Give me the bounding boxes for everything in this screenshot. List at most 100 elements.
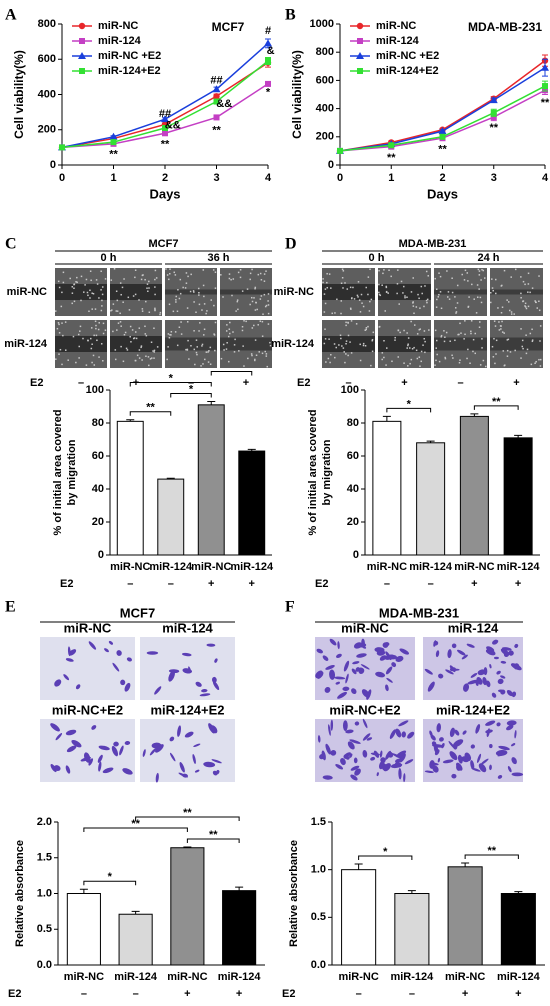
texture [261, 320, 264, 323]
x-tick-label: 2 [162, 172, 168, 184]
row-label: miR-124 [4, 338, 48, 350]
annotation: ## [210, 74, 222, 86]
marker [78, 52, 86, 59]
texture [333, 343, 336, 345]
y-tick-label: 100 [341, 384, 359, 396]
significance-bracket [210, 371, 253, 376]
texture [264, 350, 266, 353]
texture [445, 331, 448, 334]
annotation: ## [159, 108, 171, 120]
texture [371, 339, 374, 342]
texture [527, 283, 530, 285]
texture [423, 330, 426, 332]
texture [267, 323, 270, 325]
texture [369, 268, 371, 271]
cell [333, 676, 346, 680]
texture [154, 307, 156, 310]
texture [326, 286, 329, 289]
annotation: ** [109, 148, 118, 160]
texture [225, 348, 228, 350]
row-label: miR-124 [271, 338, 315, 350]
texture [534, 362, 536, 365]
error-bar [461, 862, 470, 867]
texture [153, 349, 156, 352]
texture [400, 280, 403, 283]
texture [473, 298, 475, 300]
texture [501, 331, 504, 333]
texture [86, 291, 89, 294]
cell [385, 684, 389, 692]
texture [260, 295, 263, 297]
texture [535, 360, 537, 363]
texture [362, 344, 365, 347]
e2-sign: + [401, 377, 407, 389]
texture [98, 356, 100, 358]
cell [435, 650, 440, 658]
texture [324, 288, 327, 290]
cell [451, 643, 457, 649]
y-axis-label: Cell viability(%) [12, 50, 26, 139]
texture [91, 292, 93, 295]
significance-label: * [189, 383, 194, 395]
marker [79, 38, 85, 44]
texture [460, 332, 462, 334]
texture [385, 364, 387, 366]
texture [522, 300, 524, 303]
cell [201, 689, 208, 693]
cell [398, 767, 402, 780]
texture [201, 343, 204, 346]
texture [349, 307, 352, 310]
e2-sign: – [133, 988, 139, 1000]
y-tick-label: 20 [347, 516, 359, 528]
texture [267, 312, 270, 315]
texture [258, 351, 261, 353]
texture [506, 349, 509, 352]
e2-sign: – [384, 578, 390, 590]
y-tick-label: 0.5 [37, 923, 52, 935]
texture [247, 357, 249, 360]
texture [406, 332, 408, 334]
texture [336, 298, 338, 301]
texture [83, 291, 85, 293]
cell [403, 773, 406, 783]
texture [437, 296, 440, 298]
cell [113, 741, 119, 747]
marker [265, 58, 271, 65]
x-tick-label: miR-NC [338, 971, 378, 983]
bar [238, 450, 266, 556]
texture [85, 364, 88, 366]
texture [148, 280, 150, 283]
e2-sign: – [457, 377, 463, 389]
cell [445, 669, 454, 675]
e2-sign: – [81, 988, 87, 1000]
texture [198, 303, 201, 306]
texture [522, 347, 524, 350]
marker [162, 130, 168, 137]
texture [145, 300, 147, 303]
x-tick-label: 4 [265, 172, 272, 184]
scratch-gap [434, 289, 487, 295]
cell [50, 763, 57, 773]
marker [489, 96, 498, 104]
texture [399, 331, 401, 334]
texture [259, 298, 262, 300]
y-tick-label: 0.0 [37, 959, 52, 971]
bar [341, 869, 377, 966]
cell [385, 642, 390, 646]
e2-sign: + [471, 578, 477, 590]
significance-label: * [169, 372, 174, 384]
texture [140, 346, 142, 349]
texture [410, 291, 413, 293]
texture [130, 341, 132, 343]
texture [339, 334, 342, 337]
texture [476, 284, 479, 286]
texture [422, 344, 424, 346]
texture [168, 303, 171, 306]
e2-sign: + [133, 377, 139, 389]
cell [506, 724, 514, 731]
texture [378, 293, 381, 296]
texture [73, 300, 76, 303]
texture [474, 332, 477, 335]
texture [480, 301, 483, 304]
texture [127, 296, 130, 299]
